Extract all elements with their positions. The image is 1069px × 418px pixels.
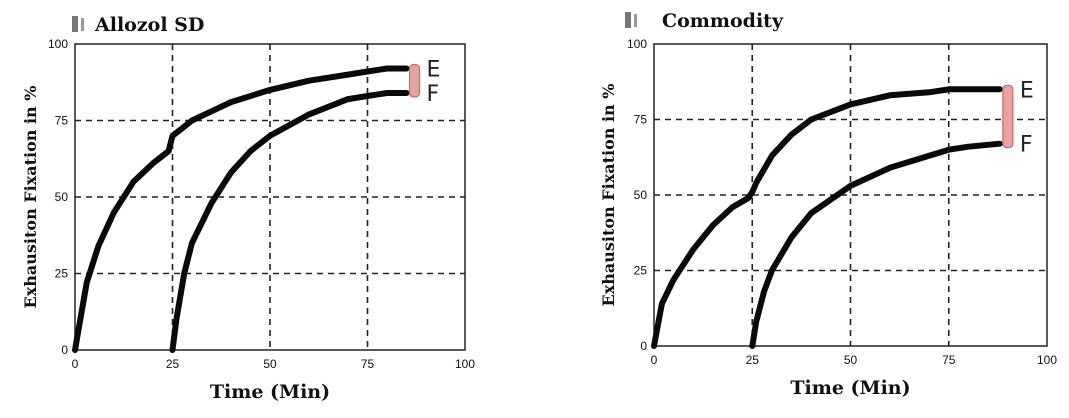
title-icon [625,12,631,28]
x-tick-label: 0 [651,353,658,367]
title-icon-bar [634,14,637,27]
series-line-F [169,90,410,353]
title-icon-bar [81,18,84,31]
x-tick-label: 0 [72,357,79,371]
x-tick-label: 50 [263,357,277,371]
y-tick-label: 100 [627,37,647,51]
end-label-F: F [1020,133,1033,158]
chart-title: Commodity [662,10,784,32]
y-tick-label: 50 [55,190,69,204]
x-tick-label: 25 [746,353,760,367]
x-tick-label: 75 [361,357,375,371]
y-axis-label: Exhausiton Fixation in % [599,84,618,307]
chart-title: Allozol SD [94,14,204,36]
chart-panel-2: Commodity 0 25 50 75 100 0 25 50 75 100 Time (Min) E… [599,10,1057,399]
end-label-E: E [427,57,441,82]
chart-panel-1: Allozol SD 0 25 50 75 100 0 25 50 75 100 Time (Min)… [21,14,475,403]
y-tick-label: 25 [634,264,648,278]
y-tick-label: 50 [634,188,648,202]
y-tick-label: 100 [48,37,68,51]
end-label-F: F [427,82,440,107]
x-tick-label: 100 [1037,353,1057,367]
series-line-E [651,86,1003,349]
series-line-F [749,140,1003,349]
series-line-E [72,65,410,353]
gap-bar [408,63,421,98]
y-tick-label: 25 [55,267,69,281]
y-axis-label: Exhausiton Fixation in % [21,86,40,309]
y-tick-label: 75 [634,113,648,127]
x-axis-label: Time (Min) [790,377,910,399]
x-tick-label: 25 [166,357,180,371]
title-icon [72,16,78,32]
x-tick-label: 100 [455,357,475,371]
y-tick-label: 0 [61,343,68,357]
y-tick-label: 75 [55,114,69,128]
y-tick-label: 0 [640,339,647,353]
x-tick-label: 75 [942,353,956,367]
gap-bar [1002,84,1014,149]
x-tick-label: 50 [844,353,858,367]
x-axis-label: Time (Min) [210,381,330,403]
end-label-E: E [1020,78,1034,103]
